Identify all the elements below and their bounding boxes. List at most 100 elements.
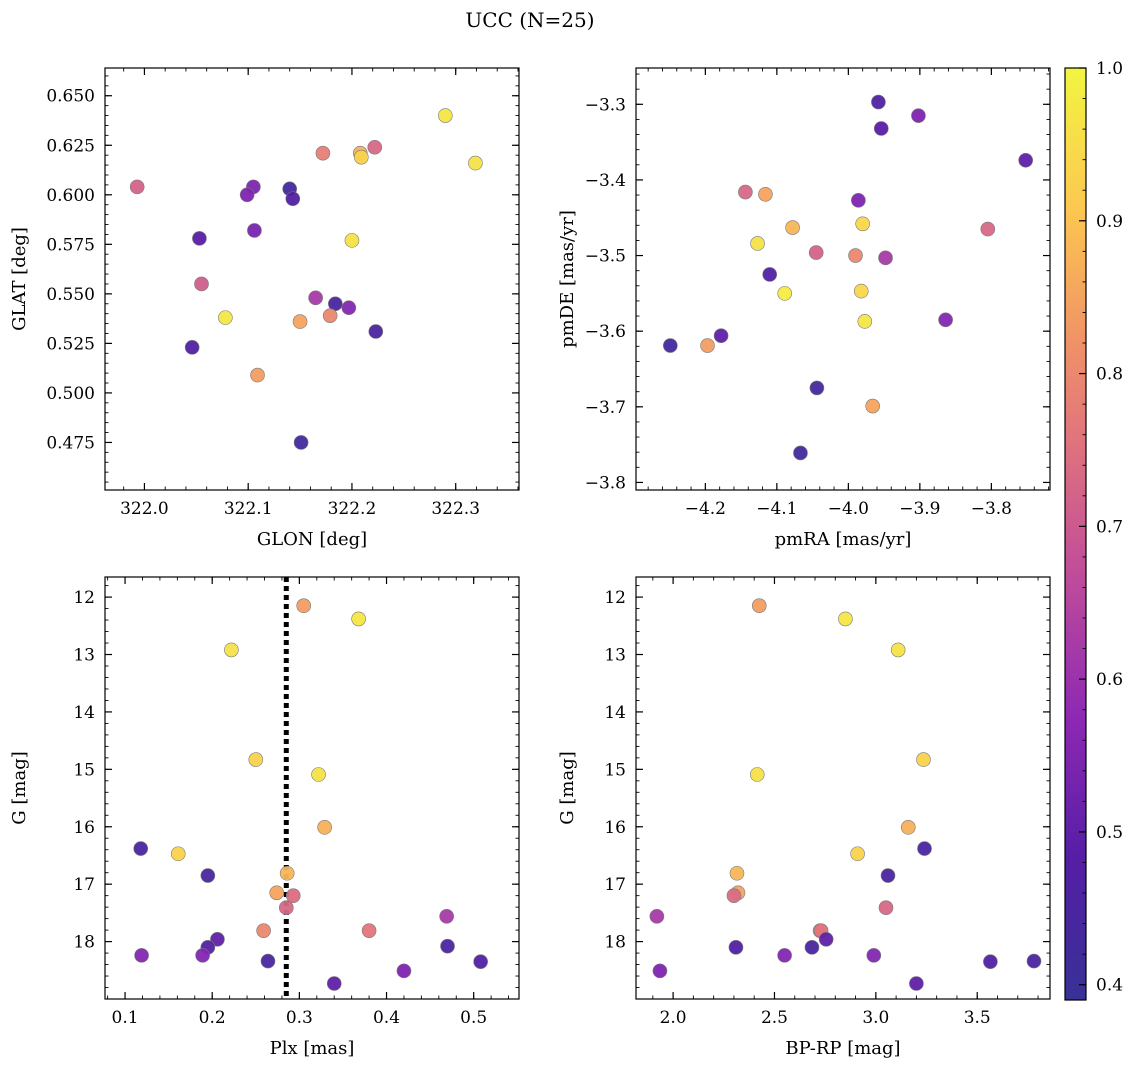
y-tick-label: 16 bbox=[604, 818, 626, 838]
scatter-point bbox=[296, 598, 312, 614]
y-tick-label: 0.500 bbox=[46, 384, 95, 404]
scatter-point bbox=[184, 340, 200, 355]
scatter-point bbox=[758, 186, 773, 202]
scatter-point bbox=[322, 308, 338, 323]
minor-ticks bbox=[636, 68, 1050, 490]
scatter-point bbox=[195, 948, 210, 963]
scatter-point bbox=[308, 290, 323, 306]
x-tick-label: 0.4 bbox=[373, 1008, 400, 1028]
scatter-point bbox=[311, 767, 326, 782]
scatter-point bbox=[909, 976, 924, 991]
scatter-point bbox=[853, 283, 869, 299]
x-tick-label: −4.1 bbox=[756, 499, 797, 519]
scatter-point bbox=[750, 236, 765, 251]
scatter-point bbox=[285, 191, 301, 207]
scatter-points bbox=[649, 598, 1042, 991]
scatter-point bbox=[911, 108, 926, 123]
scatter-point bbox=[865, 398, 880, 414]
y-tick-label: 12 bbox=[73, 588, 95, 608]
x-tick-label: 322.3 bbox=[431, 499, 480, 519]
axes-frame bbox=[104, 67, 520, 491]
scatter-point bbox=[1018, 152, 1033, 168]
scatter-point bbox=[278, 900, 294, 916]
x-axis-label: Plx [mas] bbox=[270, 1038, 355, 1059]
minor-ticks bbox=[105, 68, 519, 490]
scatter-point bbox=[804, 940, 820, 955]
scatter-point bbox=[260, 953, 276, 969]
scatter-point bbox=[250, 367, 265, 383]
x-tick-label: 0.3 bbox=[286, 1008, 313, 1028]
scatter-point bbox=[210, 931, 225, 947]
scatter-point bbox=[818, 931, 834, 947]
y-tick-label: 18 bbox=[73, 933, 95, 953]
scatter-point bbox=[353, 149, 369, 165]
scatter-point bbox=[857, 314, 873, 329]
scatter-point bbox=[777, 948, 792, 963]
scatter-point bbox=[890, 642, 906, 658]
scatter-point bbox=[293, 435, 309, 450]
scatter-point bbox=[871, 94, 886, 110]
x-tick-label: 2.0 bbox=[660, 1008, 687, 1028]
minor-ticks bbox=[636, 577, 1050, 1000]
colorbar-tick-label: 0.9 bbox=[1096, 212, 1123, 232]
x-tick-label: 3.5 bbox=[964, 1008, 991, 1028]
scatter-point bbox=[762, 267, 778, 282]
scatter-point bbox=[134, 948, 149, 963]
y-tick-label: 13 bbox=[73, 646, 95, 666]
scatter-point bbox=[192, 231, 207, 246]
scatter-point bbox=[269, 885, 285, 901]
x-tick-label: 2.5 bbox=[761, 1008, 788, 1028]
scatter-point bbox=[341, 300, 357, 316]
scatter-point bbox=[129, 179, 145, 195]
y-tick-label: 0.475 bbox=[46, 433, 95, 453]
y-axis-label: GLAT [deg] bbox=[9, 227, 30, 331]
scatter-point bbox=[133, 841, 149, 856]
y-tick-label: −3.8 bbox=[585, 473, 626, 493]
scatter-point bbox=[809, 380, 825, 396]
glon-glat-panel: 322.0 322.1 322.2 322.3 0.475 0.500 0.525 0.550… bbox=[9, 67, 520, 550]
x-tick-label: −4.2 bbox=[685, 499, 726, 519]
scatter-point bbox=[256, 923, 271, 938]
scatter-point bbox=[663, 338, 678, 353]
y-tick-label: 0.625 bbox=[46, 136, 95, 156]
scatter-point bbox=[473, 954, 488, 969]
scatter-point bbox=[292, 314, 308, 329]
bprp-g-panel: 2.0 2.5 3.0 3.5 12 13 14 15 16 17 18 BP-RP [mag] G [… bbox=[557, 576, 1051, 1059]
scatter-point bbox=[279, 865, 295, 881]
scatter-point bbox=[738, 184, 753, 200]
y-tick-label: 14 bbox=[604, 703, 626, 723]
scatter-point bbox=[224, 642, 239, 658]
scatter-point bbox=[983, 954, 998, 969]
pmra-pmde-panel: −4.2 −4.1 −4.0 −3.9 −3.8 −3.8 −3.7 −3.6 −3.5 −3.4… bbox=[557, 67, 1051, 550]
y-tick-label: 17 bbox=[73, 875, 95, 895]
scatter-point bbox=[396, 963, 412, 979]
scatter-point bbox=[247, 223, 262, 238]
scatter-point bbox=[200, 868, 216, 883]
y-tick-label: 18 bbox=[604, 933, 626, 953]
scatter-point bbox=[361, 923, 377, 938]
x-tick-label: 0.2 bbox=[199, 1008, 226, 1028]
scatter-point bbox=[855, 216, 870, 232]
scatter-point bbox=[728, 940, 744, 955]
scatter-point bbox=[850, 846, 865, 862]
y-tick-label: 0.650 bbox=[46, 87, 95, 107]
y-tick-label: 15 bbox=[73, 760, 95, 780]
figure-title: UCC (N=25) bbox=[465, 8, 594, 32]
colorbar-tick-label: 0.6 bbox=[1096, 670, 1123, 690]
y-tick-label: 14 bbox=[73, 703, 95, 723]
y-tick-label: 15 bbox=[604, 760, 626, 780]
scatter-point bbox=[917, 841, 932, 856]
y-axis-label: pmDE [mas/yr] bbox=[557, 210, 578, 348]
scatter-point bbox=[218, 310, 233, 325]
colorbar-tick-label: 0.8 bbox=[1096, 365, 1123, 385]
scatter-point bbox=[1026, 953, 1042, 969]
y-tick-label: −3.5 bbox=[585, 247, 626, 267]
scatter-point bbox=[285, 888, 301, 903]
scatter-point bbox=[749, 767, 765, 782]
scatter-point bbox=[317, 820, 332, 835]
y-tick-label: 12 bbox=[604, 588, 626, 608]
scatter-points bbox=[663, 94, 1033, 461]
x-tick-label: 322.1 bbox=[224, 499, 273, 519]
y-tick-label: −3.3 bbox=[585, 95, 626, 115]
scatter-point bbox=[980, 221, 996, 237]
